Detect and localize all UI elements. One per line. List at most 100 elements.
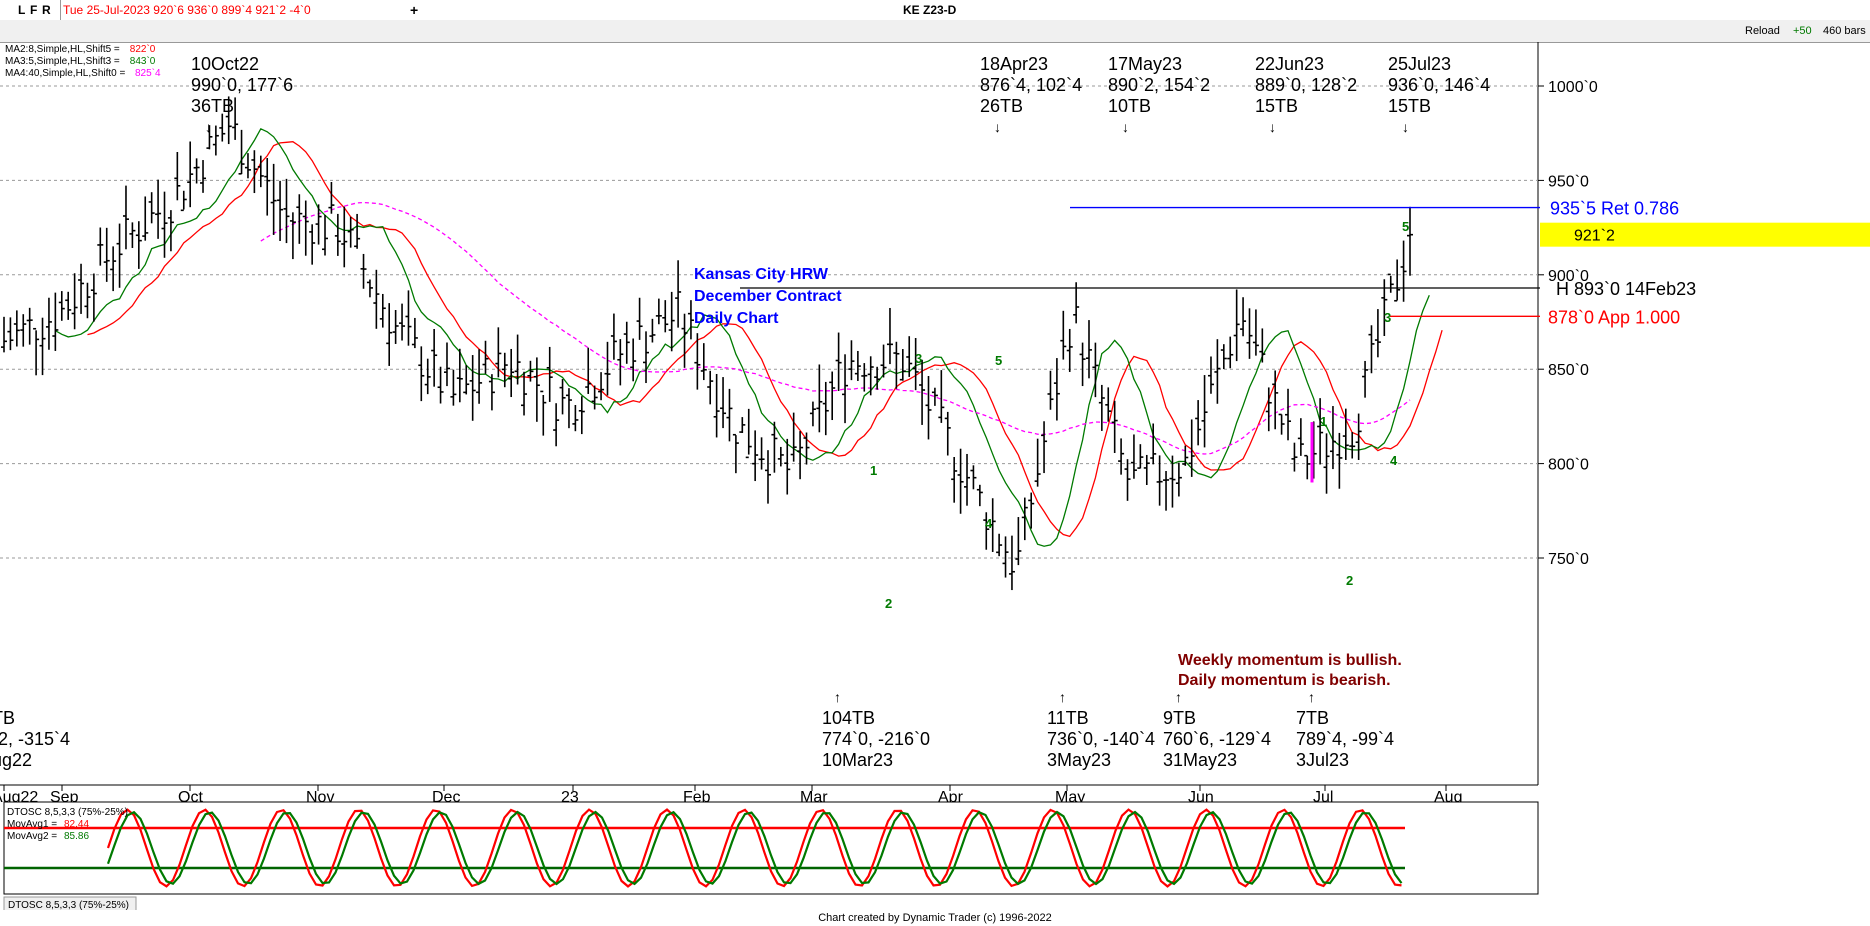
ma-legend-line: MA3:5,Simple,HL,Shift3 = xyxy=(5,56,120,67)
swing-low-label: TB xyxy=(0,708,15,728)
swing-high-label: 15TB xyxy=(1255,96,1298,116)
add-symbol-button[interactable]: + xyxy=(410,2,419,18)
swing-high-label: 889`0, 128`2 xyxy=(1255,75,1357,95)
ma3-line xyxy=(55,127,1430,547)
ma4-line xyxy=(260,201,1411,455)
swing-low-label: `2, -315`4 xyxy=(0,729,70,749)
swing-low-label: 774`0, -216`0 xyxy=(822,729,930,749)
up-arrow-icon: ↑ xyxy=(1059,689,1066,705)
wave-label: 2 xyxy=(1346,573,1353,588)
osc-movavg2-line xyxy=(106,810,1403,886)
last-price-label: 921`2 xyxy=(1574,228,1615,245)
swing-high-label: 890`2, 154`2 xyxy=(1108,75,1210,95)
top-bar: L F R Tue 25-Jul-2023 920`6 936`0 899`4 … xyxy=(0,0,1870,21)
swing-low-label: 104TB xyxy=(822,708,875,728)
moving-averages xyxy=(55,127,1443,547)
osc-legend-value: 82.44 xyxy=(64,819,89,830)
ma-legend-value: 825`4 xyxy=(135,67,161,79)
swing-high-label: 936`0, 146`4 xyxy=(1388,75,1490,95)
osc-tab-label: DTOSC 8,5,3,3 (75%-25%) xyxy=(8,900,129,910)
chart-title-line: Daily Chart xyxy=(694,310,779,327)
swing-high-label: 26TB xyxy=(980,96,1023,116)
down-arrow-icon: ↓ xyxy=(1122,119,1129,135)
down-arrow-icon: ↓ xyxy=(1402,119,1409,135)
level-label: H 893`0 14Feb23 xyxy=(1556,279,1696,299)
symbol-title: KE Z23-D xyxy=(903,3,957,17)
chart-title-line: Kansas City HRW xyxy=(694,266,829,283)
down-arrow-icon: ↓ xyxy=(205,119,212,135)
wave-label: 5 xyxy=(1402,219,1409,234)
oscillator-panel: DTOSC 8,5,3,3 (75%-25%)MovAvg1 = 82.44Mov… xyxy=(3,801,1539,910)
wave-label: 1 xyxy=(1320,414,1327,429)
swing-low-label: 3May23 xyxy=(1047,750,1111,770)
swing-low-label: ug22 xyxy=(0,750,32,770)
chart-area[interactable]: 1000`0 950`0 900`0 850`0 800`0 750`0 921`2 935… xyxy=(0,42,1870,910)
commentary-line: Weekly momentum is bullish. xyxy=(1178,652,1402,669)
level-label: 878`0 App 1.000 xyxy=(1548,307,1680,327)
swing-high-label: 17May23 xyxy=(1108,54,1182,74)
osc-legend-label: MovAvg1 = xyxy=(7,819,57,830)
swing-low-label: 9TB xyxy=(1163,708,1196,728)
ma-legend-value: 822`0 xyxy=(130,43,156,55)
price-levels: 935`5 Ret 0.786 H 893`0 14Feb23 878`0 App … xyxy=(740,199,1696,483)
osc-legend-value: 85.86 xyxy=(64,831,89,842)
ma-legend-value: 843`0 xyxy=(130,55,156,67)
footer-credit: Chart created by Dynamic Trader (c) 1996… xyxy=(818,912,1052,924)
swing-low-label: 3Jul23 xyxy=(1296,750,1349,770)
y-axis: 1000`0 950`0 900`0 850`0 800`0 750`0 921`2 xyxy=(1538,79,1870,568)
osc-tab xyxy=(3,896,137,910)
y-tick-label: 1000`0 xyxy=(1548,79,1598,96)
flag-r[interactable]: R xyxy=(42,3,51,17)
swing-high-label: 15TB xyxy=(1388,96,1431,116)
swing-high-label: 22Jun23 xyxy=(1255,54,1324,74)
flag-l[interactable]: L xyxy=(18,3,26,17)
quote-line: Tue 25-Jul-2023 920`6 936`0 899`4 921`2 … xyxy=(60,0,311,20)
swing-high-label: 10Oct22 xyxy=(191,54,259,74)
swing-high-label: 876`4, 102`4 xyxy=(980,75,1082,95)
up-arrow-icon: ↑ xyxy=(1308,689,1315,705)
wave-label: 3 xyxy=(915,351,922,366)
last-price-tag xyxy=(1540,222,1870,247)
y-tick-label: 900`0 xyxy=(1548,268,1589,285)
osc-legend-title: DTOSC 8,5,3,3 (75%-25%) xyxy=(7,807,128,818)
price-bars xyxy=(1,96,1413,591)
window-toolbar: Reload +50 460 bars xyxy=(0,20,1870,43)
swing-low-label: 31May23 xyxy=(1163,750,1237,770)
bar-count: 460 bars xyxy=(1823,25,1866,37)
up-arrow-icon: ↑ xyxy=(1175,689,1182,705)
swing-low-label: 11TB xyxy=(1047,708,1089,728)
commentary-line: Daily momentum is bearish. xyxy=(1178,672,1391,689)
swing-low-label: 7TB xyxy=(1296,708,1329,728)
ma-legend-line: MA2:8,Simple,HL,Shift5 = xyxy=(5,44,120,55)
price-grid xyxy=(0,42,1539,786)
wave-label: 1 xyxy=(870,463,877,478)
swing-annotations: Kansas City HRW December Contract Daily Ch… xyxy=(0,54,1490,770)
osc-legend-label: MovAvg2 = xyxy=(7,831,57,842)
wave-label: 4 xyxy=(1390,453,1398,468)
swing-low-label: 10Mar23 xyxy=(822,750,893,770)
up-arrow-icon: ↑ xyxy=(834,689,841,705)
flag-f[interactable]: F xyxy=(30,3,38,17)
y-tick-label: 800`0 xyxy=(1548,457,1589,474)
wave-label: 2 xyxy=(885,596,892,611)
swing-high-label: 10TB xyxy=(1108,96,1151,116)
ma2-line xyxy=(87,141,1443,538)
level-label: 935`5 Ret 0.786 xyxy=(1550,199,1679,219)
wave-label: 5 xyxy=(995,353,1002,368)
swing-low-label: 760`6, -129`4 xyxy=(1163,729,1271,749)
legend: MA2:8,Simple,HL,Shift5 = 822`0 MA3:5,Simpl… xyxy=(5,43,161,79)
swing-high-label: 25Jul23 xyxy=(1388,54,1451,74)
swing-low-label: 736`0, -140`4 xyxy=(1047,729,1155,749)
ma-legend-line: MA4:40,Simple,HL,Shift0 = xyxy=(5,68,125,79)
down-arrow-icon: ↓ xyxy=(1269,119,1276,135)
reload-button[interactable]: Reload xyxy=(1745,25,1780,37)
chart-title-line: December Contract xyxy=(694,288,842,305)
swing-high-label: 36TB xyxy=(191,96,234,116)
wave-label: 3 xyxy=(1384,310,1391,325)
wave-label: 4 xyxy=(985,516,993,531)
swing-high-label: 990`0, 177`6 xyxy=(191,75,293,95)
y-tick-label: 850`0 xyxy=(1548,362,1589,379)
reload-increment[interactable]: +50 xyxy=(1793,25,1812,37)
swing-low-label: 789`4, -99`4 xyxy=(1296,729,1394,749)
y-tick-label: 750`0 xyxy=(1548,551,1589,568)
